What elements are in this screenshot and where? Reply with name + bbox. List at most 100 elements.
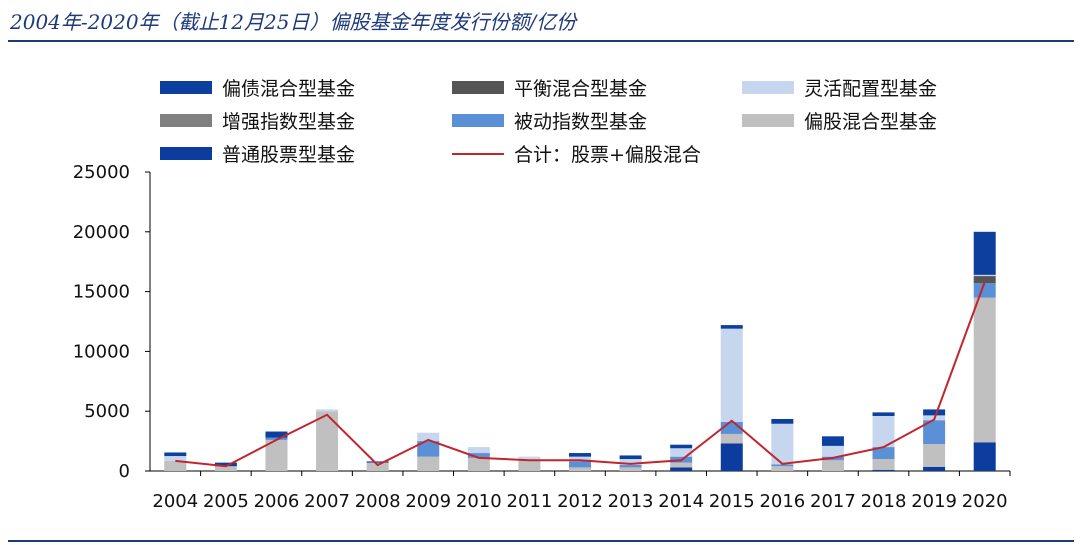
legend-swatch (452, 114, 504, 127)
title-rule (8, 40, 1074, 42)
x-tick-label: 2013 (608, 491, 654, 512)
legend-label: 增强指数型基金 (222, 111, 356, 133)
bar-segment (973, 442, 996, 471)
x-tick-label: 2007 (304, 491, 350, 512)
bar-segment (771, 466, 794, 471)
bar-segment (771, 423, 794, 465)
bar-segment (467, 447, 490, 454)
total-line (175, 281, 986, 468)
legend-swatch (160, 147, 212, 160)
bar-segment (872, 469, 895, 471)
bar-segment (670, 462, 693, 468)
bar-segment (518, 460, 541, 471)
legend-item: 被动指数型基金 (452, 107, 647, 134)
x-tick-label: 2014 (658, 491, 704, 512)
legend-item: 平衡混合型基金 (452, 74, 647, 101)
legend-label: 被动指数型基金 (514, 111, 648, 133)
y-tick-label: 15000 (73, 282, 130, 303)
bar-segment (720, 443, 743, 471)
x-tick-label: 2006 (254, 491, 300, 512)
bar-segment (164, 452, 187, 457)
bar-segment (821, 460, 844, 471)
bar-segment (316, 409, 339, 412)
x-tick-label: 2008 (355, 491, 401, 512)
chart-title: 2004年-2020年（截止12月25日）偏股基金年度发行份额/亿份 (10, 10, 577, 34)
bar-segment (670, 444, 693, 449)
bar-segment (569, 467, 591, 471)
legend-item: 普通股票型基金 (160, 140, 355, 167)
legend-item: 合计：股票+偏股混合 (452, 140, 701, 167)
bar-segment (569, 456, 591, 462)
bar-segment (872, 447, 895, 460)
bar-segment (214, 466, 237, 471)
bar-segment (923, 420, 946, 445)
bar-segment (467, 453, 490, 458)
bar-segment (923, 444, 946, 467)
x-tick-label: 2010 (456, 491, 502, 512)
bar-segment (973, 276, 996, 284)
x-tick-label: 2012 (557, 491, 603, 512)
bar-segment (771, 464, 794, 467)
bar-segment (821, 445, 844, 457)
bar-segment (366, 461, 389, 463)
bar-segment (467, 457, 490, 471)
bar-segment (265, 431, 288, 438)
bar-segment (973, 283, 996, 298)
x-tick-label: 2016 (759, 491, 805, 512)
bar-segment (923, 409, 946, 416)
legend-label: 平衡混合型基金 (514, 78, 648, 100)
y-tick-label: 5000 (84, 401, 130, 422)
legend-line-swatch (452, 152, 504, 155)
legend-swatch (742, 114, 794, 127)
bar-segment (720, 325, 743, 329)
bar-segment (720, 328, 743, 422)
bar-segment (417, 432, 440, 442)
legend-item: 增强指数型基金 (160, 107, 355, 134)
y-tick-label: 20000 (73, 222, 130, 243)
legend-swatch (452, 81, 504, 94)
footer-rule (8, 540, 1074, 542)
x-tick-label: 2019 (911, 491, 957, 512)
legend-swatch (742, 81, 794, 94)
bar-segment (973, 231, 996, 275)
x-tick-label: 2018 (861, 491, 907, 512)
bar-segment (417, 456, 440, 471)
bar-segment (164, 456, 187, 461)
legend-swatch (160, 114, 212, 127)
bar-segment (973, 274, 996, 277)
bar-segment (720, 433, 743, 444)
x-tick-label: 2005 (203, 491, 249, 512)
bar-segment (164, 460, 187, 471)
bar-segment (872, 459, 895, 470)
legend-label: 偏股混合型基金 (804, 111, 938, 133)
x-tick-label: 2011 (507, 491, 553, 512)
bar-segment (569, 461, 591, 468)
y-tick-label: 10000 (73, 341, 130, 362)
bar-segment (518, 456, 541, 461)
legend-label: 偏债混合型基金 (222, 78, 356, 100)
bar-segment (923, 466, 946, 471)
x-tick-label: 2004 (152, 491, 198, 512)
bar-segment (265, 439, 288, 471)
y-tick-label: 25000 (73, 162, 130, 183)
bar-segment (366, 462, 389, 471)
x-tick-label: 2020 (962, 491, 1008, 512)
bar-segment (872, 412, 895, 416)
bar-segment (670, 467, 693, 471)
y-tick-label: 0 (119, 461, 130, 482)
x-tick-label: 2017 (810, 491, 856, 512)
bar-segment (569, 453, 591, 457)
legend-swatch (160, 81, 212, 94)
legend-label: 合计：股票+偏股混合 (514, 144, 701, 166)
x-tick-label: 2015 (709, 491, 755, 512)
legend-label: 普通股票型基金 (222, 144, 356, 166)
legend-label: 灵活配置型基金 (804, 78, 938, 100)
bar-segment (771, 418, 794, 424)
bar-segment (619, 459, 642, 466)
bar-segment (619, 465, 642, 468)
bar-segment (720, 421, 743, 434)
legend-item: 偏债混合型基金 (160, 74, 355, 101)
bar-segment (214, 462, 237, 467)
bar-segment (265, 437, 288, 440)
